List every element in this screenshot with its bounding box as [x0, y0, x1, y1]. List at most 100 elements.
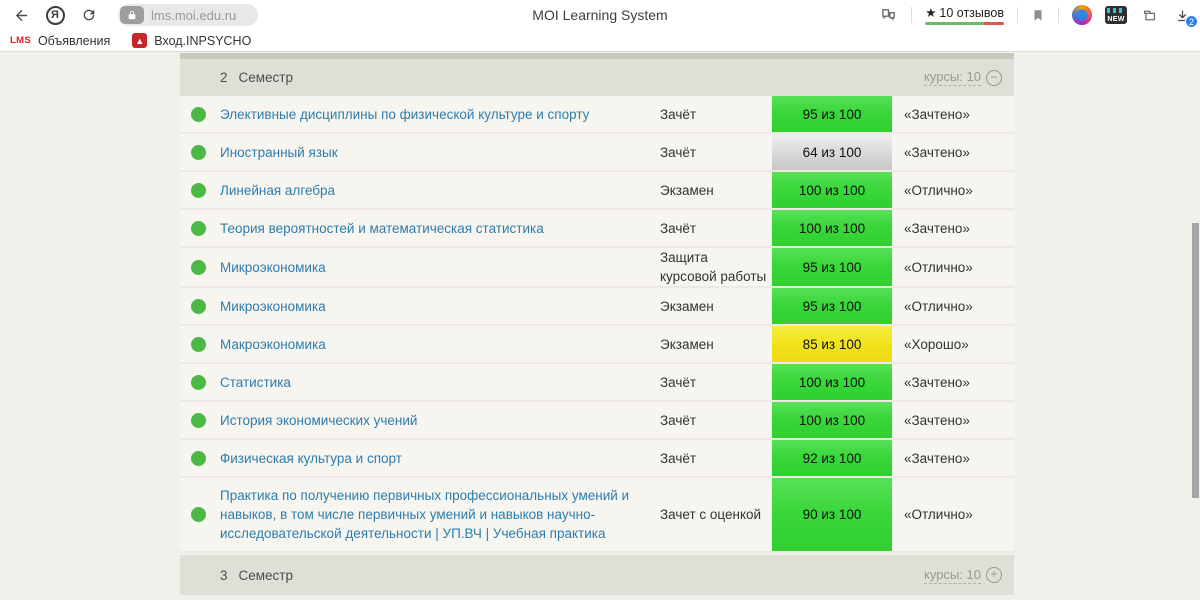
bookmarks-bar: LMS Объявления ▲ Вход.INPSYCHO — [0, 30, 1200, 52]
course-score-badge: 95 из 100 — [772, 288, 892, 324]
course-score-badge: 95 из 100 — [772, 96, 892, 132]
download-icon — [1177, 10, 1187, 21]
course-link[interactable]: Практика по получению первичных професси… — [220, 488, 630, 541]
course-link[interactable]: Линейная алгебра — [220, 182, 336, 198]
course-row: Практика по получению первичных професси… — [180, 478, 1014, 553]
course-assessment-type: Зачёт — [660, 412, 697, 428]
course-row: Теория вероятностей и математическая ста… — [180, 210, 1014, 248]
course-row: Микроэкономика Защита курсовой работы 95… — [180, 248, 1014, 288]
expand-semester-button[interactable]: + — [986, 567, 1002, 583]
course-assessment-type: Экзамен — [660, 182, 714, 198]
course-score-badge: 100 из 100 — [772, 402, 892, 438]
course-row: Физическая культура и спорт Зачёт 92 из … — [180, 440, 1014, 478]
course-assessment-type: Защита курсовой работы — [660, 250, 767, 284]
semester-3-header: 3 Семестр курсы: 10 + — [180, 555, 1014, 595]
course-row: Иностранный язык Зачёт 64 из 100 «Зачтен… — [180, 134, 1014, 172]
course-score-badge: 95 из 100 — [772, 248, 892, 286]
course-row: История экономических учений Зачёт 100 и… — [180, 402, 1014, 440]
video-extension-new-icon[interactable]: NEW — [1105, 6, 1127, 24]
course-grade: «Отлично» — [904, 259, 973, 275]
bookmark-inpsycho-login[interactable]: ▲ Вход.INPSYCHO — [132, 33, 251, 48]
course-assessment-type: Экзамен — [660, 298, 714, 314]
back-arrow-icon — [15, 9, 27, 21]
course-grade: «Зачтено» — [904, 412, 970, 428]
course-status-dot-icon — [191, 106, 206, 122]
reload-icon — [83, 9, 95, 21]
lock-icon[interactable] — [120, 6, 144, 24]
collections-icon[interactable] — [1140, 7, 1159, 24]
course-grade: «Зачтено» — [904, 144, 970, 160]
course-link[interactable]: Микроэкономика — [220, 298, 326, 314]
course-link[interactable]: Статистика — [220, 374, 291, 390]
semester-label: Семестр — [238, 567, 294, 583]
courses-count-link[interactable]: курсы: 10 — [924, 566, 981, 584]
course-assessment-type: Зачёт — [660, 220, 697, 236]
downloads-button[interactable]: 2 — [1172, 4, 1198, 28]
vertical-scrollbar-thumb[interactable] — [1192, 223, 1199, 498]
course-grade: «Отлично» — [904, 182, 973, 198]
bookmark-label: Объявления — [37, 33, 111, 48]
back-button[interactable] — [8, 2, 34, 28]
browser-toolbar: Я lms.moi.edu.ru MOI Learning System ★ 1… — [0, 0, 1200, 30]
course-link[interactable]: Микроэкономика — [220, 259, 326, 275]
course-score-badge: 90 из 100 — [772, 478, 892, 551]
course-score-badge: 64 из 100 — [772, 134, 892, 170]
divider — [1017, 7, 1018, 23]
course-score-badge: 100 из 100 — [772, 172, 892, 208]
course-row: Микроэкономика Экзамен 95 из 100 «Отличн… — [180, 288, 1014, 326]
address-bar[interactable]: lms.moi.edu.ru — [118, 4, 258, 26]
extension-browser-icon[interactable] — [1072, 5, 1092, 25]
lms-favicon: LMS — [10, 35, 31, 46]
divider — [911, 7, 913, 23]
course-status-dot-icon — [191, 259, 206, 275]
course-status-dot-icon — [191, 374, 206, 390]
course-row: Элективные дисциплины по физической куль… — [180, 96, 1014, 134]
star-icon: ★ — [925, 6, 937, 20]
course-status-dot-icon — [191, 507, 206, 522]
bookmark-announcements[interactable]: LMS Объявления — [10, 34, 110, 48]
semester-2-header: 2 Семестр курсы: 10 − — [180, 59, 1014, 96]
course-link[interactable]: Иностранный язык — [220, 144, 338, 160]
course-grade: «Зачтено» — [904, 450, 970, 466]
yandex-home-button[interactable]: Я — [42, 2, 68, 28]
course-score-badge: 100 из 100 — [772, 364, 892, 400]
reviews-rating-bar — [925, 22, 1004, 25]
bookmark-label: Вход.INPSYCHO — [154, 33, 252, 48]
reviews-label: 10 отзывов — [939, 5, 1004, 20]
reload-button[interactable] — [76, 2, 102, 28]
course-status-dot-icon — [191, 336, 206, 352]
course-grade: «Зачтено» — [904, 220, 970, 236]
lms-page-content: 2 Семестр курсы: 10 − Элективные дисципл… — [0, 53, 1200, 600]
course-assessment-type: Зачёт — [660, 450, 697, 466]
course-assessment-type: Зачет с оценкой — [660, 507, 762, 522]
inpsycho-favicon: ▲ — [132, 33, 148, 48]
course-status-dot-icon — [191, 182, 206, 198]
course-link[interactable]: Физическая культура и спорт — [220, 450, 402, 466]
course-grade: «Отлично» — [904, 507, 973, 522]
course-assessment-type: Зачёт — [660, 374, 697, 390]
course-row: Макроэкономика Экзамен 85 из 100 «Хорошо… — [180, 326, 1014, 364]
course-grade: «Отлично» — [904, 298, 973, 314]
courses-count-link[interactable]: курсы: 10 — [924, 69, 981, 86]
semester-number: 2 — [220, 70, 228, 85]
course-grade: «Хорошо» — [904, 336, 969, 352]
collapse-semester-button[interactable]: − — [986, 69, 1002, 86]
course-link[interactable]: Макроэкономика — [220, 336, 326, 352]
grades-table: 2 Семестр курсы: 10 − Элективные дисципл… — [180, 53, 1014, 595]
reviews-widget[interactable]: ★ 10 отзывов — [925, 5, 1004, 25]
course-link[interactable]: Элективные дисциплины по физической куль… — [220, 106, 590, 122]
url-text: lms.moi.edu.ru — [151, 7, 237, 23]
course-status-dot-icon — [191, 412, 206, 428]
course-status-dot-icon — [191, 220, 206, 236]
course-table-body: Элективные дисциплины по физической куль… — [180, 96, 1014, 553]
course-assessment-type: Зачёт — [660, 106, 697, 122]
course-link[interactable]: Теория вероятностей и математическая ста… — [220, 220, 544, 236]
course-score-badge: 92 из 100 — [772, 440, 892, 476]
course-status-dot-icon — [191, 450, 206, 466]
protect-icon[interactable] — [879, 7, 898, 24]
course-link[interactable]: История экономических учений — [220, 412, 418, 428]
semester-label: Семестр — [238, 70, 294, 85]
course-grade: «Зачтено» — [904, 106, 970, 122]
bookmark-icon[interactable] — [1031, 7, 1045, 24]
course-row: Статистика Зачёт 100 из 100 «Зачтено» — [180, 364, 1014, 402]
